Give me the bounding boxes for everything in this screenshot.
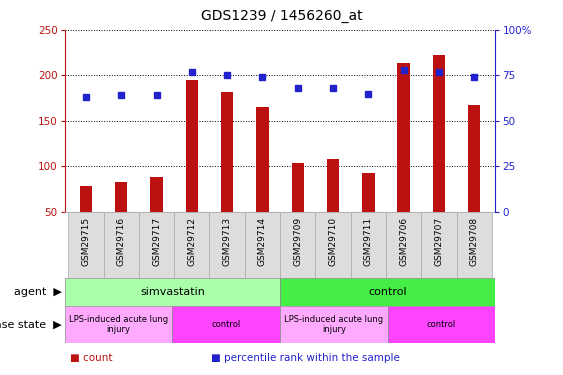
Bar [221,92,233,257]
Bar [468,105,480,257]
Bar [80,186,92,257]
Text: GSM29710: GSM29710 [329,217,338,266]
Bar [388,306,495,343]
Text: ■ percentile rank within the sample: ■ percentile rank within the sample [211,353,400,363]
Text: GSM29706: GSM29706 [399,217,408,266]
Text: GSM29711: GSM29711 [364,217,373,266]
Bar [65,278,280,306]
Bar [397,63,410,257]
Bar [280,278,495,306]
Bar [150,177,163,257]
Bar [433,56,445,257]
Text: GSM29708: GSM29708 [470,217,479,266]
Text: control: control [212,320,241,329]
Bar [457,212,492,278]
Text: control: control [368,286,407,297]
Text: LPS-induced acute lung
injury: LPS-induced acute lung injury [284,315,383,334]
Text: simvastatin: simvastatin [140,286,205,297]
Bar [362,173,374,257]
Bar [115,182,127,257]
Bar [68,212,104,278]
Bar [209,212,245,278]
Bar [256,107,269,257]
Bar [65,306,172,343]
Text: GSM29712: GSM29712 [187,217,196,266]
Text: GSM29713: GSM29713 [222,217,231,266]
Text: GSM29709: GSM29709 [293,217,302,266]
Bar [280,306,388,343]
Bar [327,159,339,257]
Bar [315,212,351,278]
Text: GSM29714: GSM29714 [258,217,267,266]
Text: control: control [427,320,456,329]
Bar [280,212,315,278]
Text: GSM29717: GSM29717 [152,217,161,266]
Bar [172,306,280,343]
Text: GSM29715: GSM29715 [82,217,91,266]
Bar [186,80,198,257]
Bar [104,212,139,278]
Text: GSM29707: GSM29707 [435,217,444,266]
Text: disease state  ▶: disease state ▶ [0,320,62,329]
Bar [386,212,421,278]
Bar [139,212,174,278]
Text: GDS1239 / 1456260_at: GDS1239 / 1456260_at [200,9,363,23]
Bar [245,212,280,278]
Bar [174,212,209,278]
Bar [351,212,386,278]
Text: ■ count: ■ count [70,353,113,363]
Text: LPS-induced acute lung
injury: LPS-induced acute lung injury [69,315,168,334]
Text: GSM29716: GSM29716 [117,217,126,266]
Text: agent  ▶: agent ▶ [14,286,62,297]
Bar [292,163,304,257]
Bar [421,212,457,278]
